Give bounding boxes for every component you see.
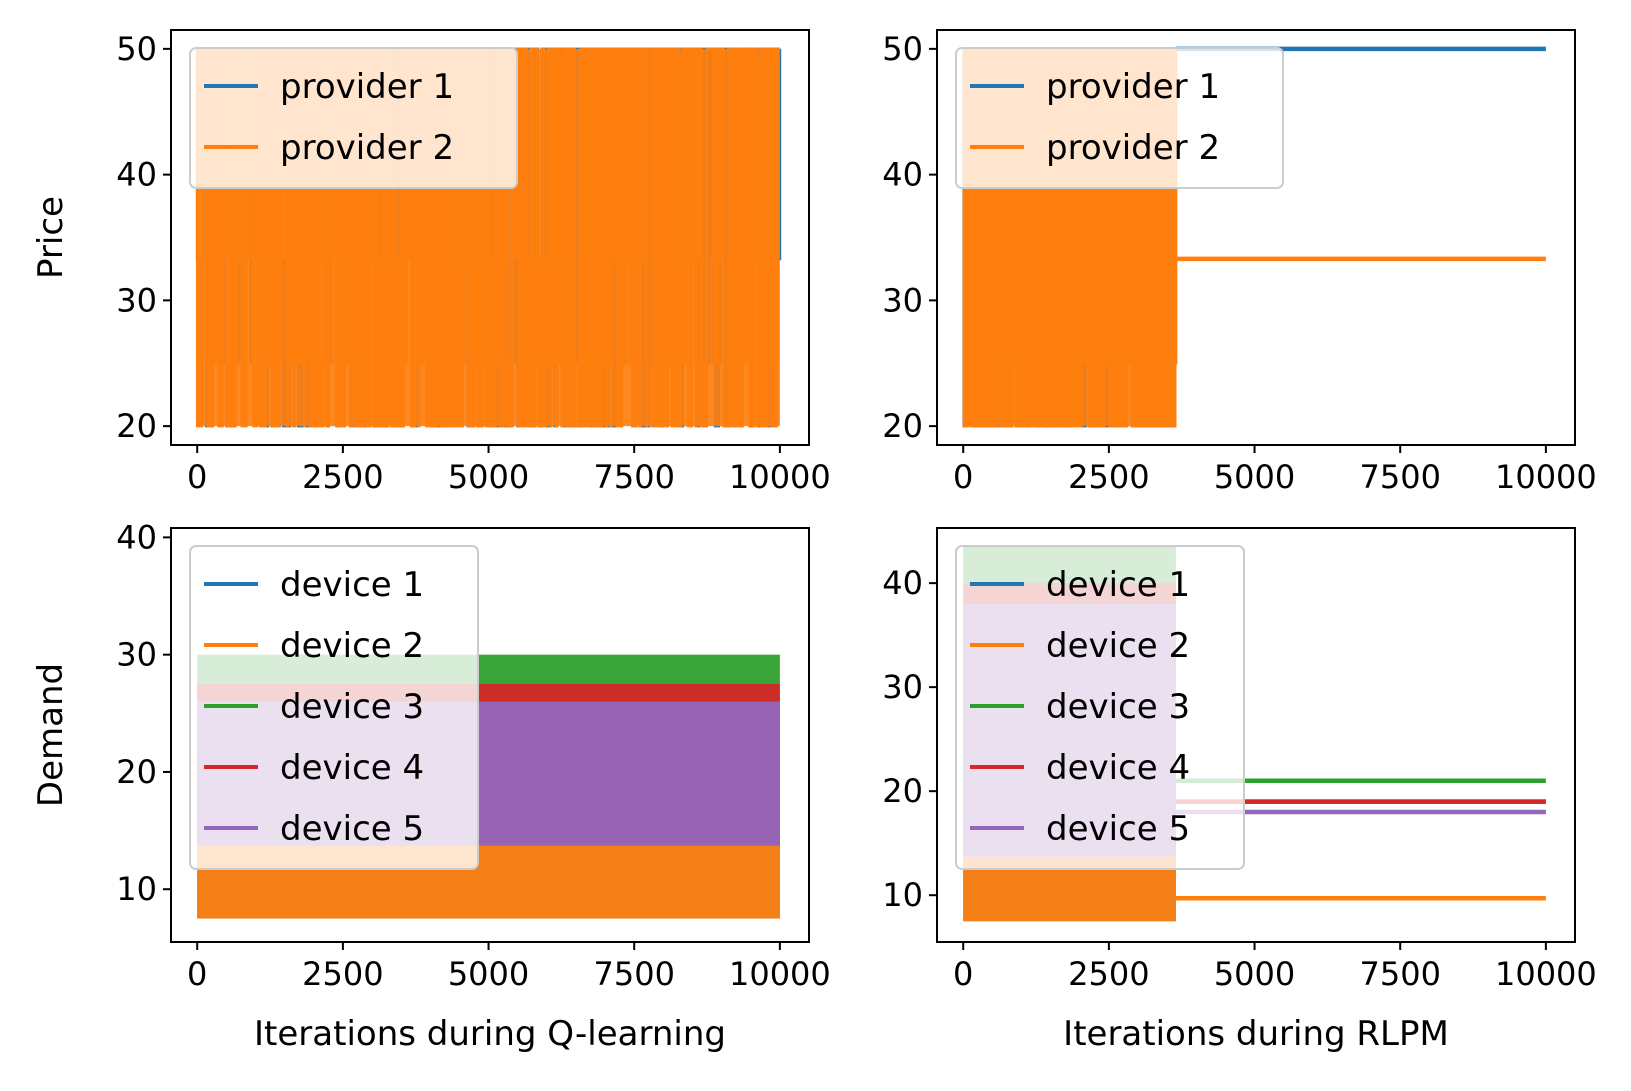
x-tick-label: 7500	[1359, 458, 1440, 496]
legend-entry: device 3	[280, 687, 424, 727]
x-tick-label: 2500	[1068, 955, 1149, 993]
axes-frame	[170, 527, 810, 943]
legend-entry: device 1	[280, 565, 424, 605]
chart-q_demand: 0 2500 5000 7500 10000 10 20 30 40 Iterations dur…	[31, 518, 831, 1054]
y-tick-label: 20	[882, 407, 923, 445]
y-tick-label: 20	[116, 753, 157, 791]
x-tick-label: 0	[187, 955, 207, 993]
y-tick-label: 40	[882, 564, 923, 602]
axes-frame	[936, 29, 1576, 446]
x-tick-label: 10000	[729, 458, 831, 496]
y-tick-label: 30	[116, 636, 157, 674]
legend-box	[955, 47, 1284, 189]
y-axis-label: Demand	[31, 663, 71, 807]
y-tick-label: 40	[116, 518, 157, 556]
x-tick-label: 10000	[1495, 458, 1597, 496]
y-tick-label: 20	[116, 407, 157, 445]
x-tick-label: 7500	[1359, 955, 1440, 993]
y-tick-label: 50	[116, 30, 157, 68]
y-tick-label: 10	[116, 870, 157, 908]
legend-entry: provider 2	[280, 128, 454, 168]
legend-entry: device 3	[1046, 687, 1190, 727]
legend: device 1 device 2 device 3 device 4 device 5	[955, 545, 1245, 870]
x-tick-label: 5000	[1214, 458, 1295, 496]
y-tick-label: 30	[882, 281, 923, 319]
x-tick-label: 0	[187, 458, 207, 496]
x-tick-label: 0	[953, 458, 973, 496]
legend-entry: provider 1	[1046, 67, 1220, 107]
legend-entry: device 2	[1046, 626, 1190, 666]
legend-entry: device 1	[1046, 565, 1190, 605]
legend-entry: device 5	[1046, 809, 1190, 849]
y-axis-label: Price	[31, 196, 71, 279]
x-tick-label: 5000	[448, 458, 529, 496]
x-tick-label: 2500	[1068, 458, 1149, 496]
legend-entry: device 4	[280, 748, 424, 788]
x-tick-label: 5000	[1214, 955, 1295, 993]
legend-entry: device 5	[280, 809, 424, 849]
x-tick-label: 7500	[593, 955, 674, 993]
legend-box	[189, 545, 479, 870]
legend: device 1 device 2 device 3 device 4 device 5	[189, 545, 479, 870]
y-tick-label: 20	[882, 772, 923, 810]
legend-entry: device 2	[280, 626, 424, 666]
x-axis-label: Iterations during Q-learning	[254, 1014, 726, 1054]
legend: provider 1 provider 2	[955, 47, 1284, 189]
x-tick-label: 2500	[302, 458, 383, 496]
y-tick-label: 40	[116, 156, 157, 194]
axes-frame	[170, 29, 810, 446]
x-tick-label: 10000	[729, 955, 831, 993]
y-tick-label: 10	[882, 876, 923, 914]
x-tick-label: 2500	[302, 955, 383, 993]
x-tick-label: 7500	[593, 458, 674, 496]
legend: provider 1 provider 2	[189, 47, 518, 189]
legend-box	[955, 545, 1245, 870]
y-tick-label: 30	[116, 281, 157, 319]
x-tick-label: 10000	[1495, 955, 1597, 993]
legend-entry: device 4	[1046, 748, 1190, 788]
legend-box	[189, 47, 518, 189]
chart-rlpm_demand: 0 2500 5000 7500 10000 10 20 30 40 Iterations dur…	[882, 527, 1597, 1054]
axes-frame	[936, 527, 1576, 943]
y-tick-label: 30	[882, 668, 923, 706]
y-tick-label: 40	[882, 156, 923, 194]
legend-entry: provider 1	[280, 67, 454, 107]
y-tick-label: 50	[882, 30, 923, 68]
chart-q_price: 0 2500 5000 7500 10000 20 30 40 50 Price provider …	[31, 29, 831, 496]
x-tick-label: 5000	[448, 955, 529, 993]
x-tick-label: 0	[953, 955, 973, 993]
legend-entry: provider 2	[1046, 128, 1220, 168]
x-axis-label: Iterations during RLPM	[1063, 1014, 1449, 1054]
